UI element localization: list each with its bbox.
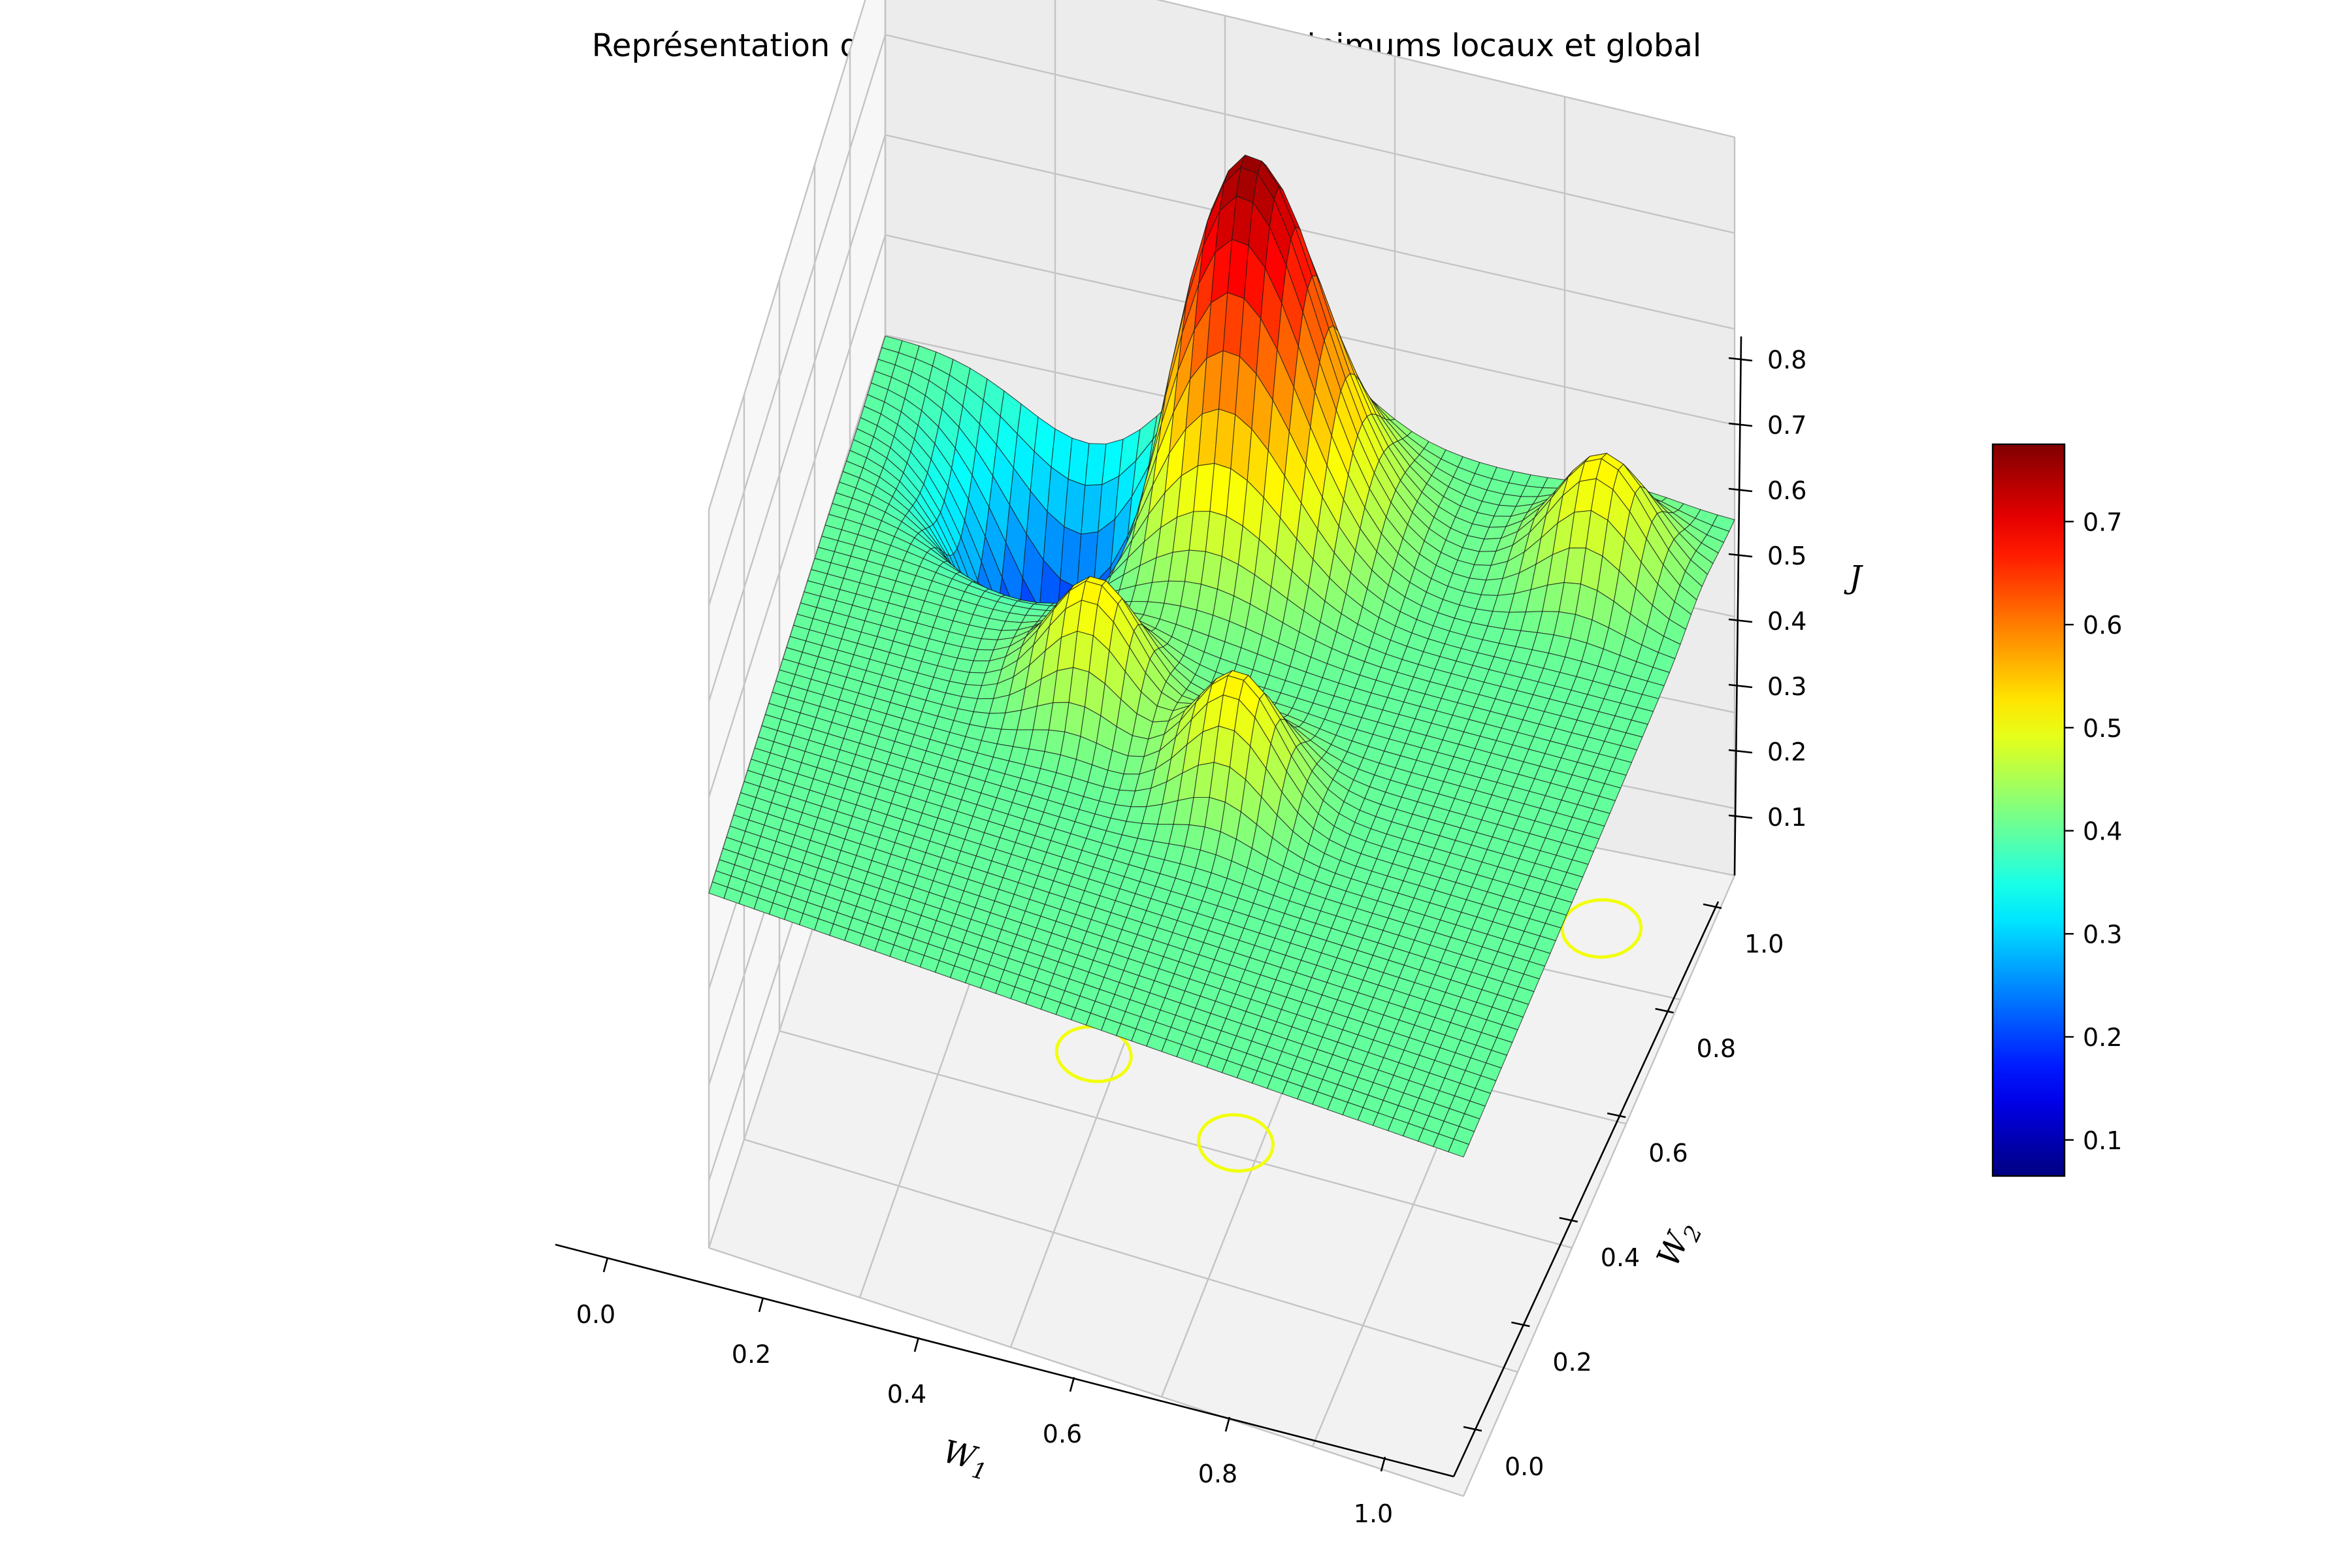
colorbar-tick-label: 0.3 — [2083, 920, 2122, 949]
floor-gridline-w2 — [708, 1247, 1464, 1497]
w1-tick-label: 0.8 — [1198, 1460, 1237, 1488]
j-tick — [1728, 683, 1753, 689]
j-tick-label: 0.3 — [1767, 672, 1806, 701]
colorbar-tick-label: 0.7 — [2083, 508, 2122, 536]
j-tick — [1728, 814, 1753, 819]
cost-surface — [708, 154, 1735, 1158]
w2-tick — [1703, 903, 1722, 909]
left-wall-gridline-z — [708, 135, 887, 702]
w2-tick — [1607, 1112, 1626, 1119]
left-wall-gridline-z — [708, 235, 887, 798]
floor-contour — [1197, 1113, 1275, 1173]
j-tick-label: 0.5 — [1767, 542, 1806, 570]
w1-axis-line — [555, 1243, 1454, 1478]
colorbar-tick-label: 0.1 — [2083, 1126, 2122, 1155]
surface-cell — [1448, 1138, 1470, 1158]
back-wall-gridline-z — [1156, 0, 1735, 139]
w1-tick-label: 1.0 — [1354, 1499, 1393, 1528]
w2-tick — [1559, 1217, 1578, 1223]
w2-axis-label: W2 — [1650, 1215, 1708, 1275]
floor-gridline-w2 — [779, 1030, 1573, 1249]
j-tick — [1728, 487, 1753, 493]
back-wall-gridline-z — [885, 134, 1735, 330]
w2-tick-label: 0.8 — [1697, 1034, 1736, 1063]
w2-tick — [1463, 1426, 1482, 1432]
w2-axis-line — [1452, 901, 1720, 1477]
w1-tick — [758, 1297, 764, 1313]
colorbar-gradient — [1991, 443, 2066, 1177]
back-wall-gridline-z — [885, 34, 1735, 234]
j-tick — [1728, 553, 1753, 558]
w1-tick — [1224, 1416, 1231, 1432]
w1-tick-label: 0.4 — [887, 1380, 926, 1409]
w2-tick — [1511, 1321, 1530, 1328]
j-tick — [1728, 749, 1753, 754]
j-tick-label: 0.4 — [1767, 607, 1806, 636]
w2-tick — [1655, 1007, 1674, 1014]
w1-tick-label: 0.6 — [1043, 1420, 1082, 1448]
colorbar-tick-label: 0.4 — [2083, 817, 2122, 846]
w1-tick — [913, 1337, 920, 1352]
left-wall-gridline-z — [708, 0, 866, 510]
floor-gridline-w2 — [743, 1138, 1518, 1373]
j-axis-label: J — [1843, 559, 1863, 596]
w2-tick-label: 0.0 — [1505, 1452, 1544, 1481]
j-tick — [1728, 618, 1753, 623]
axes: 0.0 0.2 0.4 0.6 0.8 1.0 W1 0.0 0.2 0.4 0.6 0.8 1.0 W2… — [555, 336, 1863, 1528]
left-wall-gridline-z — [708, 34, 887, 606]
j-tick — [1728, 422, 1753, 427]
floor-gridline-w1 — [1462, 875, 1736, 1497]
w2-tick-label: 0.4 — [1601, 1243, 1640, 1272]
w1-tick-label: 0.2 — [732, 1340, 771, 1369]
w1-tick — [1380, 1456, 1386, 1472]
w2-tick-label: 1.0 — [1744, 930, 1784, 958]
w1-axis-label: W1 — [938, 1433, 993, 1486]
w1-tick — [1069, 1377, 1075, 1392]
j-tick — [1728, 357, 1753, 362]
w2-tick-label: 0.6 — [1648, 1139, 1688, 1168]
w1-tick — [602, 1257, 609, 1273]
j-tick-label: 0.2 — [1767, 738, 1806, 766]
j-axis-line — [1733, 336, 1742, 876]
colorbar-tick-label: 0.5 — [2083, 714, 2122, 743]
colorbar: 0.1 0.2 0.3 0.4 0.5 0.6 0.7 — [1991, 443, 2122, 1177]
j-tick-label: 0.8 — [1767, 346, 1806, 374]
j-tick-label: 0.1 — [1767, 803, 1806, 832]
w1-tick-label: 0.0 — [576, 1300, 615, 1329]
w2-tick-label: 0.2 — [1552, 1348, 1592, 1377]
colorbar-tick-label: 0.2 — [2083, 1023, 2122, 1052]
j-tick-label: 0.7 — [1767, 411, 1806, 440]
j-tick-label: 0.6 — [1767, 476, 1806, 505]
colorbar-tick-label: 0.6 — [2083, 611, 2122, 640]
